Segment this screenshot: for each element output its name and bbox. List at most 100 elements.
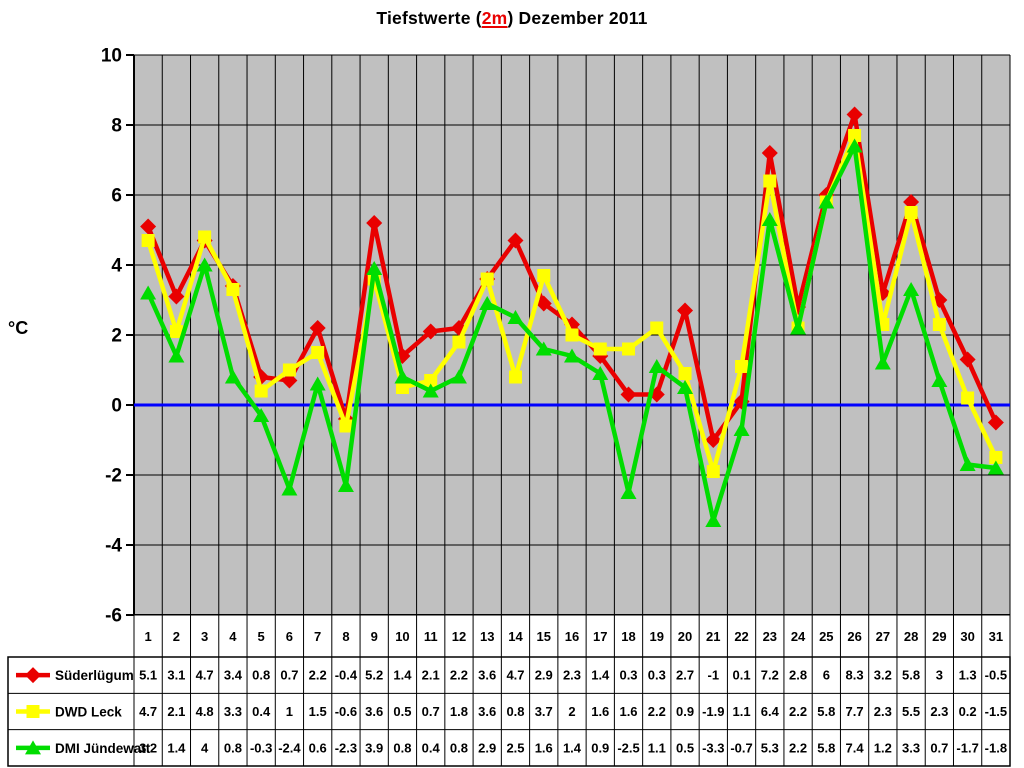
day-number-label: 30 xyxy=(960,629,974,644)
table-cell-value: 3.7 xyxy=(535,704,553,719)
table-cell-value: -0.7 xyxy=(730,740,752,755)
data-point-square xyxy=(395,381,409,394)
data-point-square xyxy=(706,465,720,478)
data-point-square xyxy=(169,325,183,338)
data-point-square xyxy=(678,367,692,380)
table-cell-value: 3.4 xyxy=(224,668,243,683)
day-header-row xyxy=(133,614,1011,658)
table-cell-value: 7.4 xyxy=(846,740,865,755)
table-cell-value: 4.8 xyxy=(196,704,214,719)
day-number-label: 27 xyxy=(876,629,890,644)
data-point-diamond xyxy=(620,386,637,403)
data-point-diamond xyxy=(168,288,185,305)
data-point-diamond xyxy=(761,145,778,161)
table-cell-value: 3.6 xyxy=(365,704,383,719)
table-cell-value: 0.3 xyxy=(619,668,637,683)
table-cell-value: 0.1 xyxy=(733,668,751,683)
table-cell-value: 0.9 xyxy=(591,740,609,755)
data-point-square xyxy=(763,174,777,188)
day-number-label: 24 xyxy=(791,629,806,644)
table-cell-value: 3.6 xyxy=(478,668,496,683)
table-cell-value: 1.6 xyxy=(591,704,609,719)
title-suffix: ) Dezember 2011 xyxy=(507,8,648,28)
legend-series-name: DWD Leck xyxy=(55,705,122,720)
table-cell-value: 1.8 xyxy=(450,704,468,719)
day-number-label: 22 xyxy=(734,629,748,644)
day-number-label: 21 xyxy=(706,629,720,644)
data-point-diamond xyxy=(535,295,552,312)
table-cell-value: 2.1 xyxy=(422,668,440,683)
y-tick-label: 2 xyxy=(111,326,122,347)
table-cell-value: 6 xyxy=(823,668,830,683)
day-number-label: 4 xyxy=(229,629,237,644)
day-number-label: 11 xyxy=(424,629,438,644)
table-cell-value: -3.3 xyxy=(702,740,724,755)
legend-series-name: DMI Jündewatt xyxy=(55,741,151,756)
data-point-square xyxy=(424,374,438,387)
table-cell-value: 3.3 xyxy=(902,740,920,755)
data-point-diamond xyxy=(677,302,694,319)
data-point-triangle xyxy=(507,310,524,324)
data-point-square xyxy=(282,363,296,377)
data-point-triangle xyxy=(450,369,467,384)
data-point-square xyxy=(593,342,607,356)
data-point-triangle xyxy=(761,212,778,226)
table-cell-value: 1.4 xyxy=(591,668,610,683)
table-cell-value: 4.7 xyxy=(139,704,157,719)
table-cell-value: 5.8 xyxy=(902,668,920,683)
y-tick-label: 0 xyxy=(111,396,122,417)
table-cell-value: 2.1 xyxy=(167,704,185,719)
y-tick-label: 8 xyxy=(111,116,122,137)
data-point-square xyxy=(650,321,664,335)
table-cell-value: 5.5 xyxy=(902,704,920,719)
data-point-square xyxy=(508,370,522,384)
table-cell-value: 1.4 xyxy=(563,740,582,755)
data-point-triangle xyxy=(677,380,694,394)
day-number-label: 1 xyxy=(145,629,152,644)
table-cell-value: 1.6 xyxy=(619,704,637,719)
table-cell-value: 1.3 xyxy=(959,668,977,683)
data-point-diamond xyxy=(959,351,976,368)
day-number-label: 8 xyxy=(342,629,349,644)
title-prefix: Tiefstwerte ( xyxy=(376,8,482,28)
table-cell-value: -0.5 xyxy=(985,668,1007,683)
table-cell-value: 0.8 xyxy=(450,740,468,755)
data-point-square xyxy=(311,346,325,359)
table-cell-value: 3.1 xyxy=(167,668,185,683)
data-point-triangle xyxy=(818,194,835,209)
table-cell-value: 3.6 xyxy=(478,704,496,719)
data-point-triangle xyxy=(196,257,213,272)
day-number-label: 15 xyxy=(537,629,551,644)
data-point-triangle xyxy=(281,481,298,496)
table-cell-value: 2.5 xyxy=(506,740,524,755)
data-point-square xyxy=(989,451,1003,464)
table-cell-value: 0.9 xyxy=(676,704,694,719)
table-cell-value: 5.8 xyxy=(817,740,835,755)
table-cell-value: 0.5 xyxy=(676,740,694,755)
table-cell-value: 4 xyxy=(201,740,209,755)
data-point-diamond xyxy=(422,323,439,340)
legend-series-name: Süderlügum xyxy=(55,668,134,683)
table-cell-value: 2.3 xyxy=(563,668,581,683)
chart-title: Tiefstwerte (2m) Dezember 2011 xyxy=(0,8,1024,29)
data-point-square xyxy=(452,335,466,349)
day-number-label: 26 xyxy=(847,629,861,644)
data-point-diamond xyxy=(987,414,1004,431)
day-number-label: 17 xyxy=(593,629,607,644)
table-cell-value: 0.8 xyxy=(506,704,524,719)
data-point-square xyxy=(904,206,918,219)
day-number-label: 28 xyxy=(904,629,918,644)
legend-marker-triangle xyxy=(25,740,41,755)
table-cell-value: -2.3 xyxy=(335,740,357,755)
day-number-label: 6 xyxy=(286,629,293,644)
data-point-triangle xyxy=(903,282,920,296)
table-cell-value: 1.6 xyxy=(535,740,553,755)
day-number-label: 14 xyxy=(508,629,523,644)
day-number-label: 9 xyxy=(371,629,378,644)
data-point-square xyxy=(537,269,551,282)
day-number-label: 2 xyxy=(173,629,180,644)
table-cell-value: 2.3 xyxy=(874,704,892,719)
table-cell-value: 1 xyxy=(286,704,293,719)
day-number-label: 23 xyxy=(763,629,777,644)
